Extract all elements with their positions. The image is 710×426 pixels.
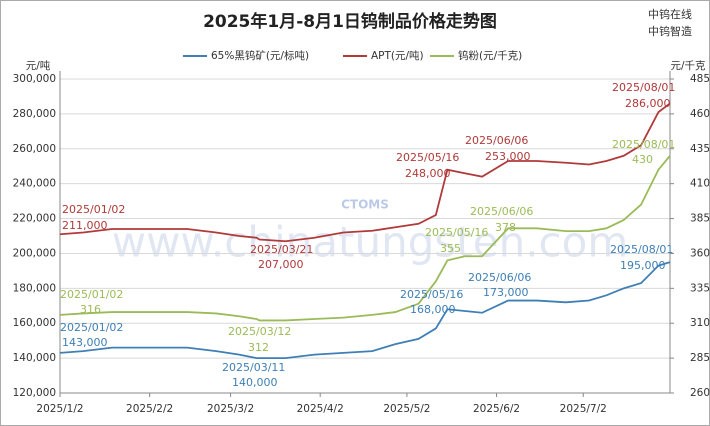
annotation-date: 2025/01/02 [60, 321, 123, 334]
annotation-date: 2025/03/12 [228, 325, 291, 338]
annotation-date: 2025/03/11 [222, 361, 285, 374]
x-tick-label: 2025/1/2 [36, 403, 83, 415]
data-label: 316 [80, 303, 101, 316]
y2-tick-label: 335 [690, 282, 710, 294]
y2-unit: 元/千克 [670, 60, 706, 72]
data-label: 286,000 [625, 97, 671, 110]
annotation-date: 2025/06/06 [468, 271, 531, 284]
legend-label: 钨粉(元/千克) [458, 49, 522, 62]
x-tick-label: 2025/5/2 [383, 403, 430, 415]
y2-tick-label: 310 [690, 317, 710, 329]
y-tick-label: 300,000 [13, 73, 56, 85]
annotation-date: 2025/01/02 [62, 203, 125, 216]
annotation-date: 2025/05/16 [396, 151, 459, 164]
annotation-date: 2025/08/01 [610, 243, 673, 256]
y2-tick-label: 435 [690, 143, 710, 155]
data-label: 140,000 [232, 376, 278, 389]
annotation-date: 2025/06/06 [465, 134, 528, 147]
legend-label: 65%黑钨矿(元/标吨) [211, 49, 309, 62]
y-tick-label: 200,000 [13, 247, 56, 259]
annotation-date: 2025/05/16 [425, 226, 488, 239]
watermark-logo: CTOMS [341, 198, 389, 212]
data-label: 195,000 [620, 259, 666, 272]
y-tick-label: 220,000 [13, 213, 56, 225]
series-line [59, 102, 671, 243]
data-label: 143,000 [62, 336, 108, 349]
y-tick-label: 160,000 [13, 317, 56, 329]
y-tick-label: 240,000 [13, 178, 56, 190]
x-tick-label: 2025/2/2 [126, 403, 173, 415]
y2-tick-label: 460 [690, 108, 710, 120]
series-line [59, 155, 671, 322]
data-label: 211,000 [62, 219, 108, 232]
data-label: 312 [248, 341, 269, 354]
data-label: 168,000 [410, 303, 456, 316]
watermark: www.chinatungsten.com [112, 218, 629, 267]
y2-tick-label: 285 [690, 352, 710, 364]
y2-tick-label: 410 [690, 178, 710, 190]
annotation-date: 2025/08/01 [612, 138, 675, 151]
y-tick-label: 260,000 [13, 143, 56, 155]
y-tick-label: 180,000 [13, 282, 56, 294]
annotation-date: 2025/01/02 [60, 288, 123, 301]
y-tick-label: 280,000 [13, 108, 56, 120]
y2-tick-label: 260 [690, 387, 710, 399]
data-label: 207,000 [258, 258, 304, 271]
data-label: 378 [495, 221, 516, 234]
brand: 中钨智造 [648, 24, 692, 38]
x-tick-label: 2025/3/2 [207, 403, 254, 415]
data-label: 430 [632, 153, 653, 166]
chart-title: 2025年1月-8月1日钨制品价格走势图 [203, 11, 497, 32]
data-label: 173,000 [483, 286, 529, 299]
y-tick-label: 140,000 [13, 352, 56, 364]
y2-tick-label: 385 [690, 213, 710, 225]
annotation-date: 2025/06/06 [470, 205, 533, 218]
y2-tick-label: 485 [690, 73, 710, 85]
legend-label: APT(元/吨) [371, 49, 424, 62]
y-tick-label: 120,000 [13, 387, 56, 399]
y-unit: 元/吨 [26, 59, 51, 72]
brand: 中钨在线 [648, 7, 692, 21]
x-tick-label: 2025/7/2 [560, 403, 607, 415]
annotation-date: 2025/03/21 [250, 243, 313, 256]
annotation-date: 2025/05/16 [400, 288, 463, 301]
y2-tick-label: 360 [690, 247, 710, 259]
data-label: 248,000 [405, 167, 451, 180]
annotation-date: 2025/08/01 [612, 81, 675, 94]
x-tick-label: 2025/6/2 [473, 403, 520, 415]
x-tick-label: 2025/4/2 [297, 403, 344, 415]
series-line [59, 261, 671, 360]
data-label: 355 [440, 242, 461, 255]
data-label: 253,000 [485, 150, 531, 163]
